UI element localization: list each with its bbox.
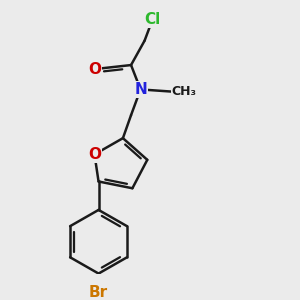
Text: Cl: Cl	[145, 11, 161, 26]
Text: O: O	[88, 61, 101, 76]
Text: N: N	[134, 82, 147, 97]
Text: Br: Br	[89, 285, 108, 300]
Text: CH₃: CH₃	[172, 85, 197, 98]
Text: O: O	[88, 147, 101, 162]
